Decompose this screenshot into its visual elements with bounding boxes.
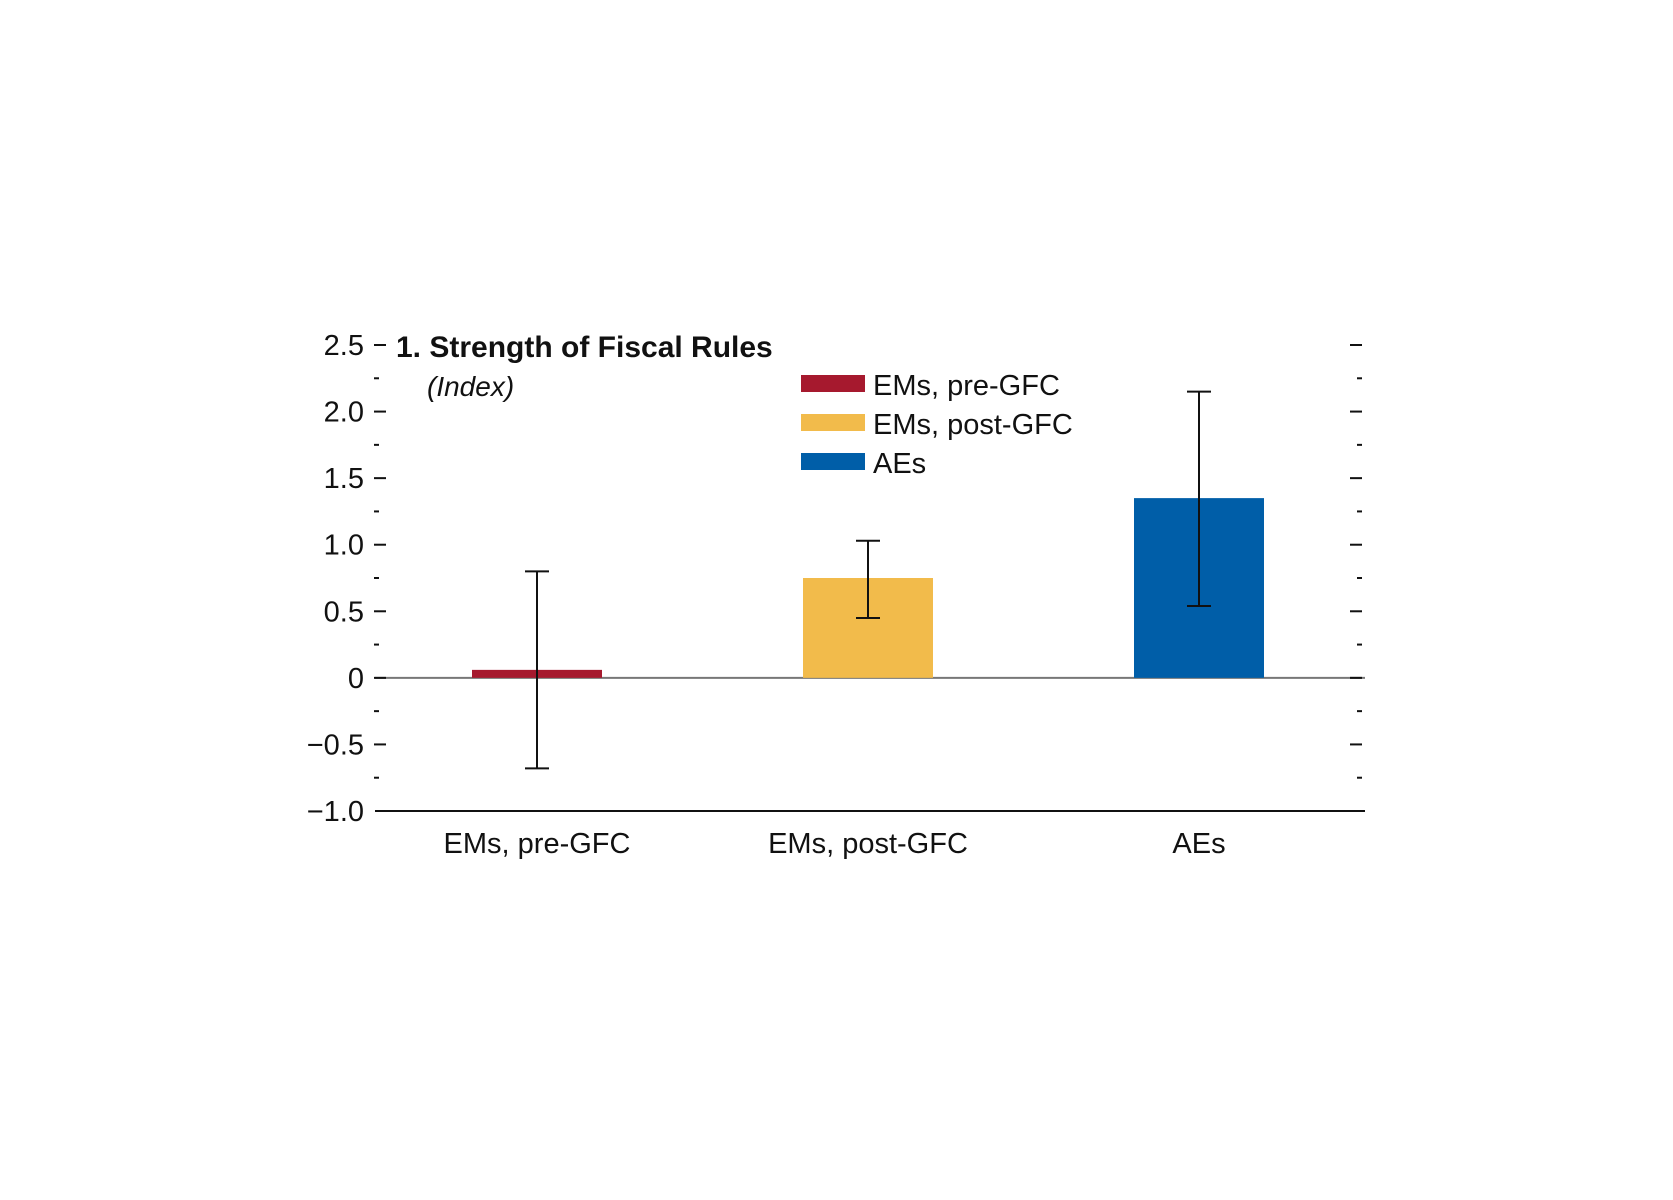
x-axis-labels: EMs, pre-GFC EMs, post-GFC AEs <box>444 828 1226 860</box>
y-tick-label: 0.5 <box>324 596 364 628</box>
category-label: AEs <box>1172 828 1225 860</box>
y-tick-label: −0.5 <box>307 729 364 761</box>
y-tick-label: 0 <box>348 663 364 695</box>
category-label: EMs, pre-GFC <box>444 828 631 860</box>
legend-label: EMs, post-GFC <box>873 409 1073 441</box>
chart-subtitle: (Index) <box>427 371 514 402</box>
y-tick-label: 1.0 <box>324 530 364 562</box>
legend-swatch <box>801 375 865 392</box>
y-tick-label: 1.5 <box>324 463 364 495</box>
legend-label: EMs, pre-GFC <box>873 370 1060 402</box>
y-tick-label: 2.5 <box>324 330 364 362</box>
y-tick-label: 2.0 <box>324 397 364 429</box>
y-tick-label: −1.0 <box>307 796 364 828</box>
legend-swatch <box>801 453 865 470</box>
legend: EMs, pre-GFC EMs, post-GFC AEs <box>801 370 1073 480</box>
chart-title: 1. Strength of Fiscal Rules <box>396 331 773 364</box>
category-label: EMs, post-GFC <box>768 828 968 860</box>
legend-swatch <box>801 414 865 431</box>
legend-label: AEs <box>873 448 926 480</box>
error-bars <box>525 390 1211 770</box>
